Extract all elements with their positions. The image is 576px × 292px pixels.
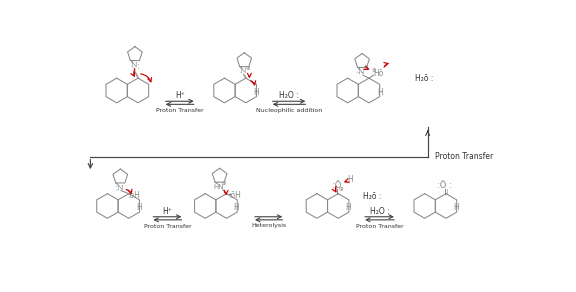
Text: Nucleophilic addition: Nucleophilic addition [256,108,322,113]
Text: H⁺: H⁺ [162,207,172,216]
Text: H: H [253,88,259,97]
Text: :: : [137,62,139,71]
Text: :: : [115,184,118,193]
Text: N: N [116,183,123,192]
Text: H: H [377,88,382,97]
Text: Hŏ: Hŏ [373,69,384,78]
Text: HN: HN [214,184,224,190]
Text: :Ö :: :Ö : [437,181,452,190]
Text: H₂O :: H₂O : [370,207,389,216]
Text: N: N [240,67,247,75]
Text: H: H [348,175,354,184]
Text: ⊕: ⊕ [372,68,376,73]
Text: H₂O :: H₂O : [279,91,299,100]
Text: H: H [136,203,142,212]
Text: H₂ŏ :: H₂ŏ : [415,74,433,84]
Text: Proton Transfer: Proton Transfer [156,108,203,113]
Text: H⁺: H⁺ [175,91,185,100]
Text: ⊕: ⊕ [222,181,226,186]
Text: Heterolysis: Heterolysis [251,223,286,229]
Text: N: N [358,68,365,76]
Text: N: N [131,61,138,69]
Text: Proton Transfer: Proton Transfer [356,223,403,229]
Text: Proton Transfer: Proton Transfer [143,223,191,229]
Text: ⊕: ⊕ [363,66,367,72]
Text: ⊕: ⊕ [245,66,249,71]
Text: H₂ŏ :: H₂ŏ : [363,192,381,201]
Text: ⊕: ⊕ [339,187,344,192]
Text: H: H [346,203,351,212]
Text: ⋯: ⋯ [355,70,362,76]
Text: Proton Transfer: Proton Transfer [435,152,494,161]
Text: :ŏH: :ŏH [228,191,241,200]
Text: :Ö: :Ö [332,181,342,190]
Text: :ŏH: :ŏH [127,191,140,200]
Text: H: H [234,203,240,212]
Text: H: H [453,203,459,212]
